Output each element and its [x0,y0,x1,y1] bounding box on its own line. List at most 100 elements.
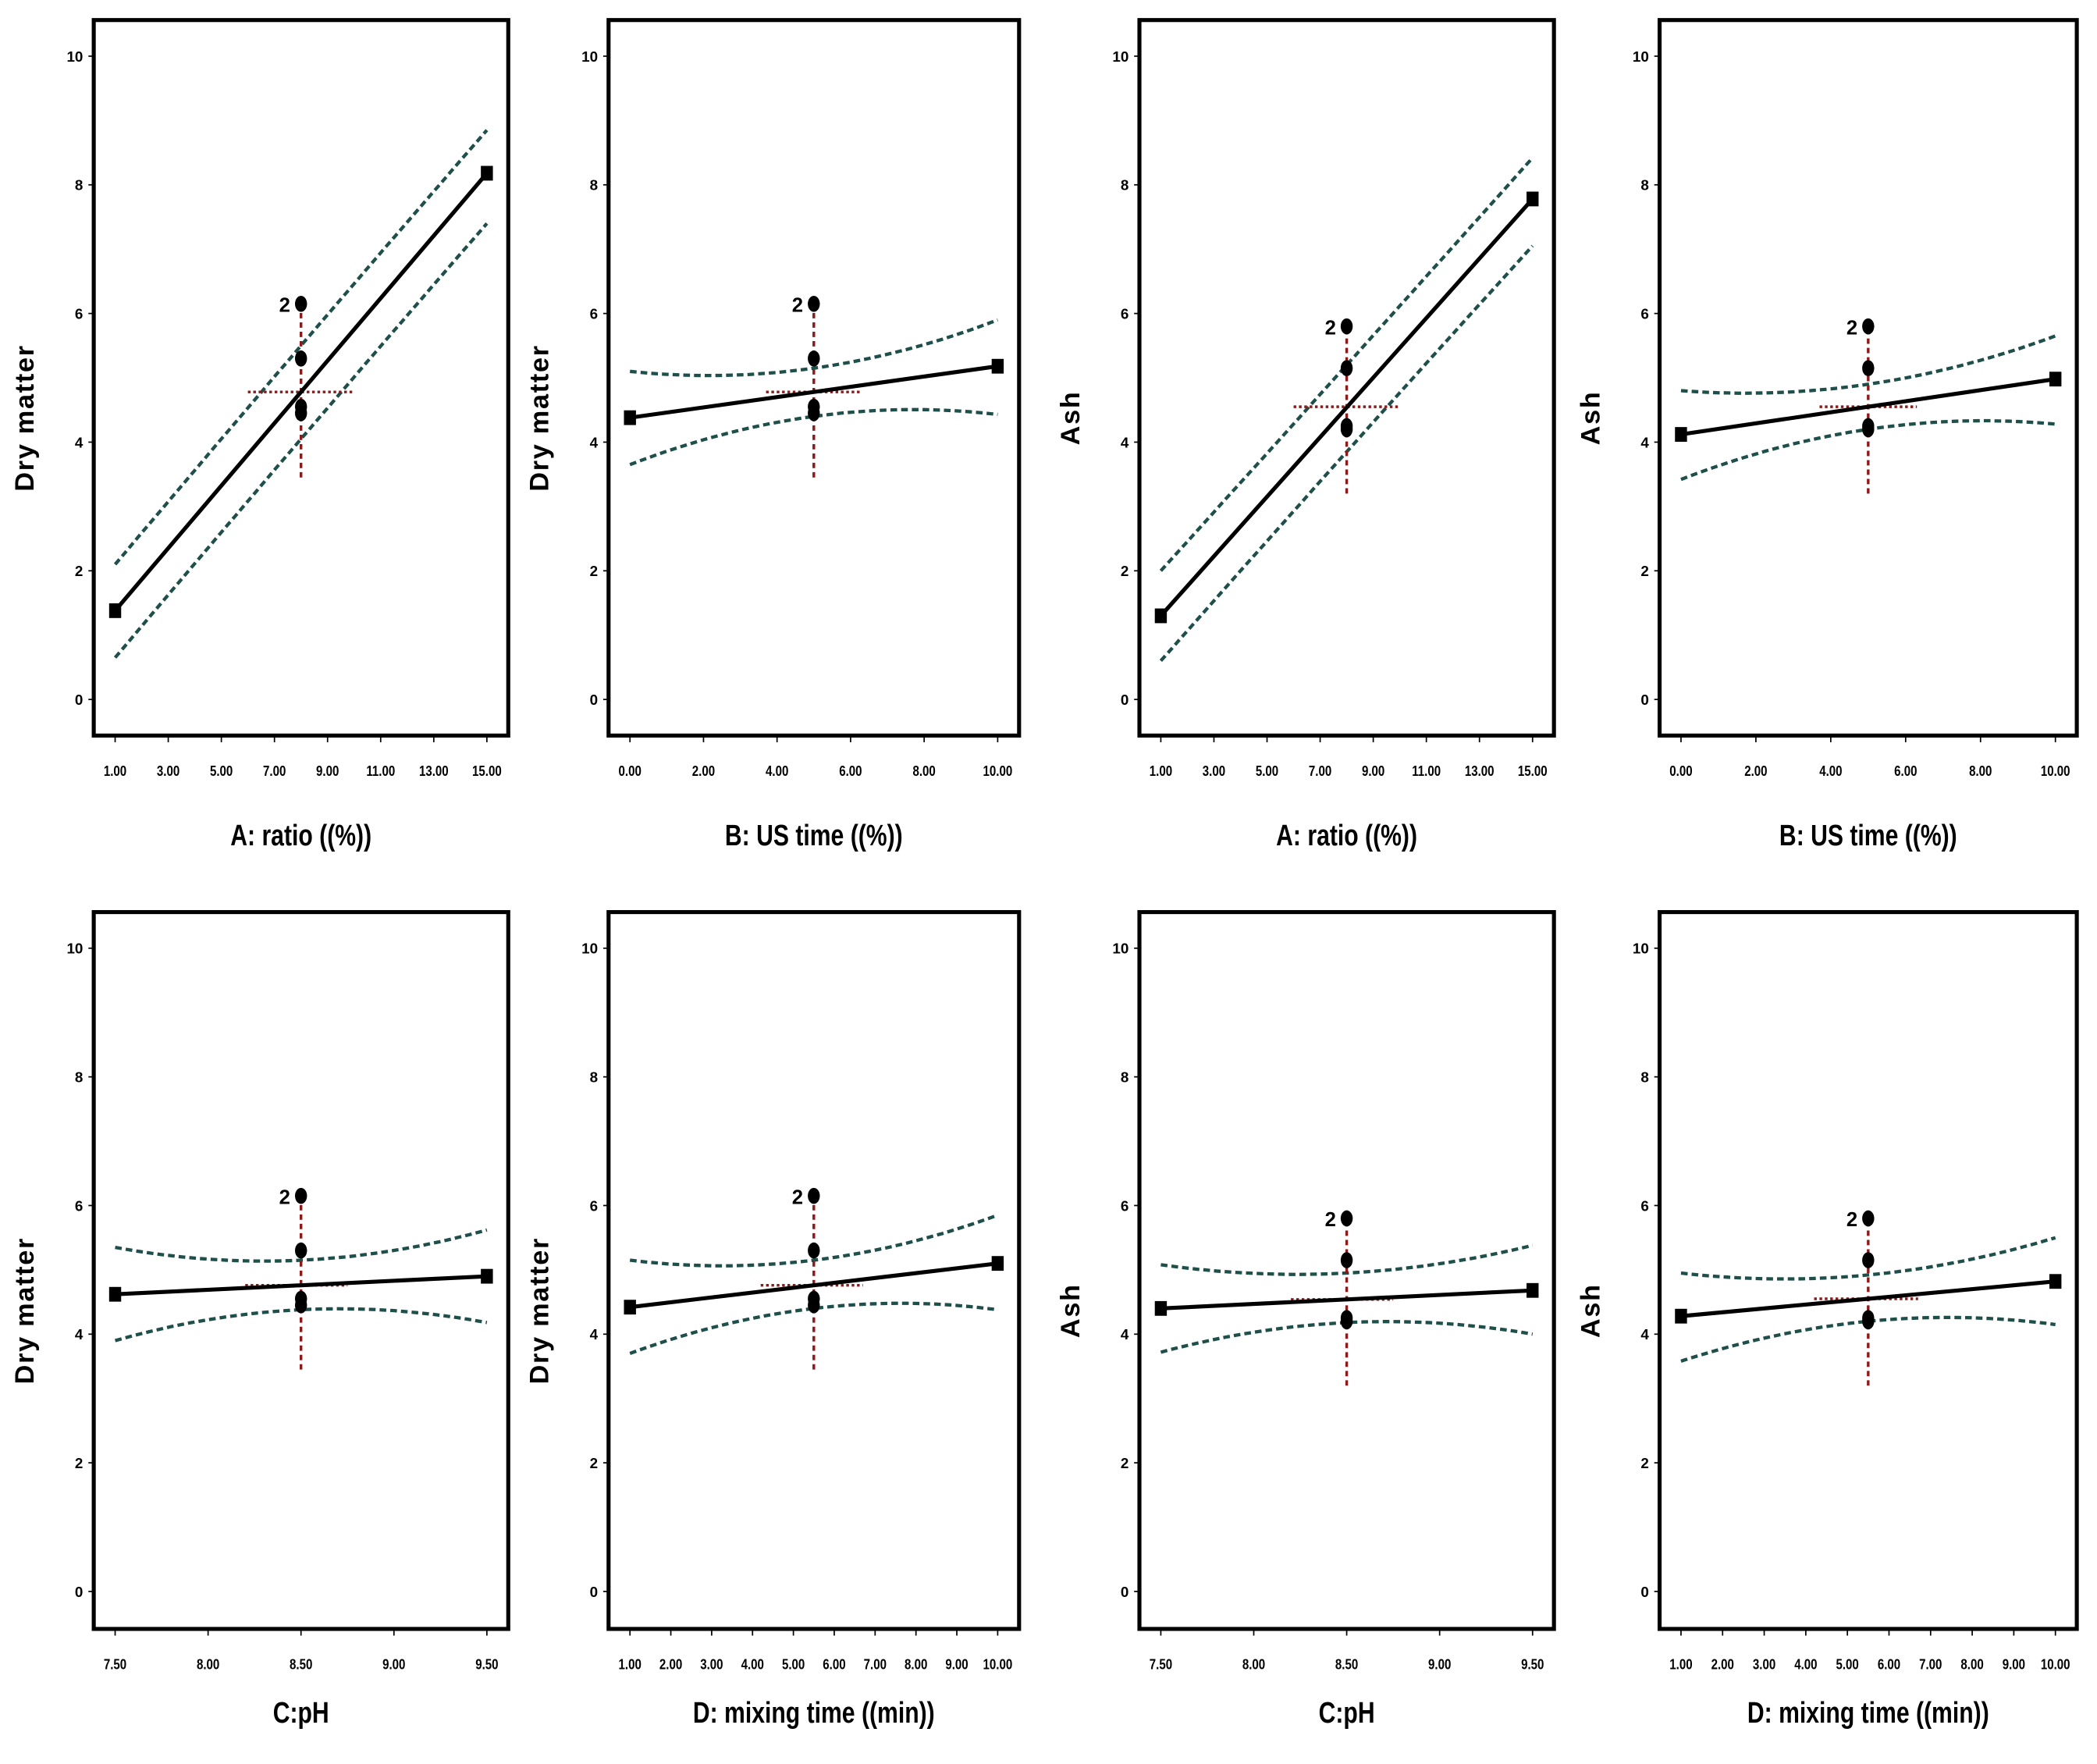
ci-upper-band [1159,156,1534,572]
design-point [294,405,307,421]
y-axis-label: Dry matter [525,1237,555,1384]
x-tick-label: 4.00 [741,1656,764,1673]
x-tick-label: 9.00 [382,1656,405,1673]
x-tick-label: 2.00 [1711,1656,1734,1673]
plot-frame [1657,18,2079,738]
y-tick-label: 8 [1640,177,1648,194]
x-tick-label: 3.00 [1203,763,1225,779]
y-tick-label: 2 [1121,563,1128,579]
x-tick-label: 6.00 [839,763,862,779]
x-tick-label: 9.00 [1428,1656,1451,1673]
prediction-endpoint-marker [1154,1300,1168,1316]
y-tick-label: 2 [1121,1455,1128,1471]
prediction-line [629,1261,998,1310]
y-tick-label: 10 [581,941,598,957]
prediction-endpoint-marker [108,1286,122,1302]
chart-panel-1: 0 2 4 6 8 10 1.00 3.00 5.00 7.00 9.00 11.00 13.00 15.… [10,18,510,852]
x-tick-label: 1.00 [1669,1656,1692,1673]
prediction-endpoint-marker [2049,372,2062,387]
y-tick-label: 4 [1640,434,1649,450]
y-tick-label: 8 [75,177,83,194]
x-tick-label: 9.50 [1521,1656,1544,1673]
x-tick-label: 7.00 [1919,1656,1942,1673]
x-axis-label: B: US time ((%)) [1779,820,1957,852]
ci-upper-band [1680,1236,2056,1281]
y-tick-label: 10 [1112,48,1128,65]
chart-panel-2: 0 2 4 6 8 10 0.00 2.00 4.00 6.00 8.00 10.00 B: US ti… [525,18,1022,852]
x-tick-label: 5.00 [782,1656,805,1673]
prediction-line [1680,377,2056,437]
ci-upper-band [113,129,489,566]
prediction-endpoint-marker [991,358,1004,374]
y-tick-label: 2 [590,1455,598,1471]
x-tick-label: 4.00 [766,763,788,779]
chart-panel-5: 0 2 4 6 8 10 7.50 8.00 8.50 9.00 9.50 C:pH Dry matte… [10,909,510,1730]
x-tick-label: 1.00 [1150,763,1172,779]
prediction-endpoint-marker [108,603,122,618]
design-point [808,1242,820,1259]
y-tick-label: 8 [590,177,598,194]
design-point [1340,1313,1353,1330]
plot-frame [91,18,510,738]
y-tick-label: 6 [1640,1197,1648,1214]
y-tick-label: 10 [66,48,83,65]
design-point [294,1242,307,1259]
ci-lower-band [629,1301,998,1355]
design-point [1862,421,1875,438]
y-tick-label: 10 [1112,941,1128,957]
y-tick-label: 0 [1640,1584,1648,1600]
chart-panel-3: 0 2 4 6 8 10 1.00 3.00 5.00 7.00 9.00 11.00 13.00 15.… [1056,18,1556,852]
y-tick-label: 4 [75,434,84,450]
design-point [294,350,307,367]
prediction-line [1680,1279,2056,1318]
x-tick-label: 8.50 [1335,1656,1358,1673]
design-point [1862,1210,1875,1227]
plot-frame [606,18,1022,738]
x-tick-label: 9.50 [475,1656,498,1673]
replicate-count-label: 2 [1846,1209,1857,1231]
x-tick-label: 7.50 [104,1656,126,1673]
y-axis-label: Ash [1576,1283,1605,1338]
x-tick-label: 6.00 [1878,1656,1900,1673]
y-tick-label: 6 [1640,305,1648,322]
design-point [294,295,307,312]
design-point [1862,318,1875,335]
x-tick-label: 5.00 [210,763,233,779]
x-axis-label: C:pH [273,1697,329,1730]
y-tick-label: 0 [75,1584,83,1600]
y-tick-label: 6 [75,1197,83,1214]
x-tick-label: 10.00 [983,1656,1013,1673]
x-tick-label: 8.00 [197,1656,219,1673]
y-tick-label: 2 [1640,1455,1648,1471]
x-tick-label: 7.00 [263,763,286,779]
y-tick-label: 2 [1640,563,1648,579]
x-tick-label: 8.00 [905,1656,927,1673]
x-tick-label: 6.00 [1894,763,1917,779]
x-tick-label: 5.00 [1256,763,1278,779]
chart-panel-4: 0 2 4 6 8 10 0.00 2.00 4.00 6.00 8.00 10.00 B: US ti… [1576,18,2079,852]
x-tick-label: 0.00 [619,763,642,779]
design-point [808,1187,820,1204]
y-tick-label: 6 [590,1197,598,1214]
y-tick-label: 4 [75,1326,84,1343]
x-tick-label: 10.00 [983,763,1013,779]
design-point [808,350,820,367]
y-tick-label: 4 [1640,1326,1649,1343]
prediction-endpoint-marker [624,1300,636,1315]
plot-frame [1137,18,1556,738]
design-point [1862,1252,1875,1268]
y-tick-label: 4 [590,1326,599,1343]
x-tick-label: 11.00 [1412,763,1441,779]
y-tick-label: 0 [590,692,598,708]
x-axis-label: A: ratio ((%)) [230,820,371,852]
y-axis-label: Dry matter [525,344,555,491]
ci-lower-band [1160,1320,1534,1354]
design-point [294,1187,307,1204]
y-tick-label: 10 [581,48,598,65]
x-tick-label: 9.00 [1362,763,1384,779]
prediction-endpoint-marker [1154,608,1168,624]
x-tick-label: 4.00 [1819,763,1842,779]
y-axis-label: Ash [1576,391,1605,446]
y-tick-label: 10 [1633,941,1649,957]
